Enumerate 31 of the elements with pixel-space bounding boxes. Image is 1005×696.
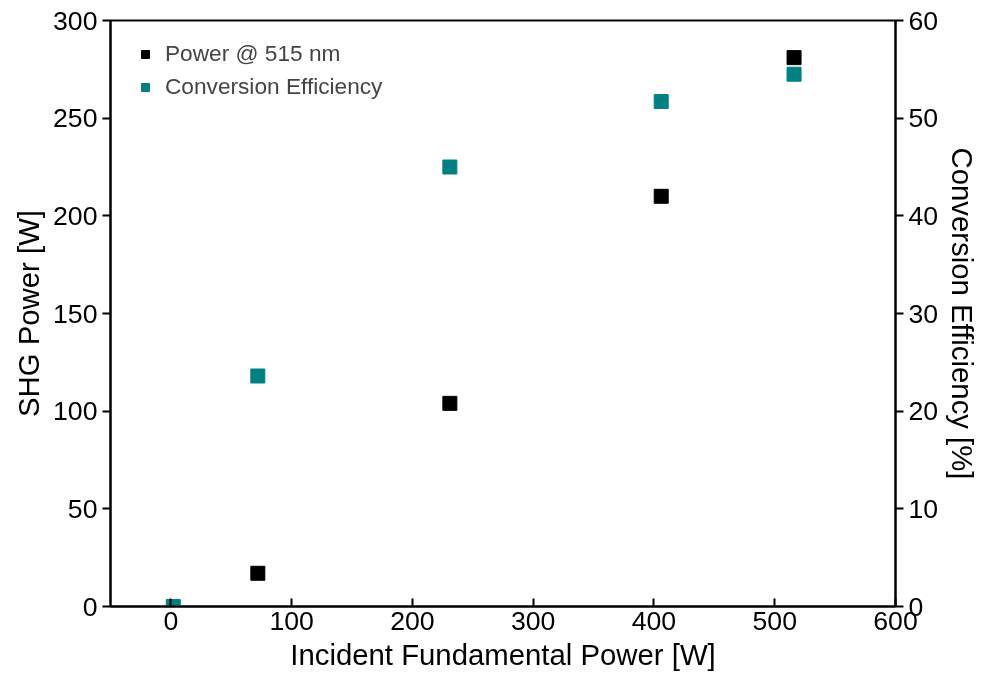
- y2-tick-label: 50: [908, 103, 939, 134]
- y-tick-label: 250: [53, 103, 98, 134]
- y2-tick-label: 10: [908, 493, 939, 524]
- y2-axis-title: Conversion Efficiency [%]: [946, 147, 980, 480]
- point: [442, 159, 458, 175]
- point: [786, 50, 802, 66]
- y2-tick-label: 20: [908, 396, 939, 427]
- y-tick-label: 100: [53, 396, 98, 427]
- y-tick-label: 300: [53, 5, 98, 36]
- x-tick-label: 300: [510, 605, 556, 636]
- x-axis-title: Incident Fundamental Power [W]: [290, 637, 716, 671]
- point: [786, 66, 802, 82]
- y-tick-label: 200: [53, 200, 98, 231]
- y-tick-label: 50: [67, 493, 98, 524]
- y2-tick-label: 40: [908, 200, 939, 231]
- x-tick-label: 0: [163, 605, 179, 636]
- legend-label: Power @ 515 nm: [165, 40, 341, 67]
- y2-tick-label: 30: [908, 298, 939, 329]
- point: [653, 94, 669, 110]
- y2-tick-label: 60: [908, 5, 939, 36]
- point: [653, 188, 669, 204]
- y-axis-title: SHG Power [W]: [12, 210, 46, 417]
- x-tick-label: 500: [752, 605, 797, 636]
- x-tick-label: 400: [631, 605, 677, 636]
- x-tick-label: 200: [390, 605, 435, 636]
- point: [442, 395, 458, 411]
- x-tick-label: 100: [269, 605, 314, 636]
- y-tick-label: 150: [53, 298, 98, 329]
- legend-label: Conversion Efficiency: [165, 73, 383, 100]
- point: [250, 565, 266, 581]
- point: [250, 368, 266, 384]
